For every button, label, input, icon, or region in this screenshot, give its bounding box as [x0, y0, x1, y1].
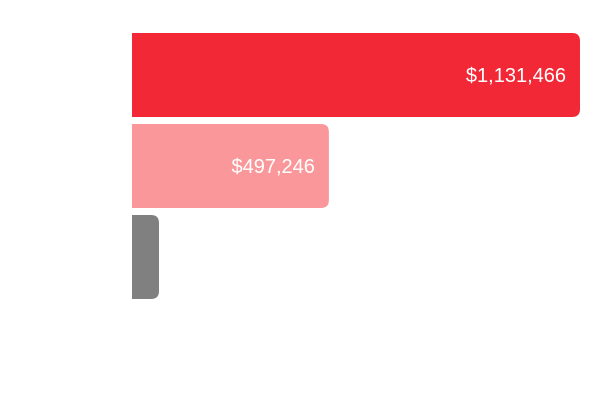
bar-3 — [132, 215, 159, 299]
bar-value-label-1: $1,131,466 — [466, 65, 566, 87]
bar-2 — [132, 124, 329, 208]
bar-value-label-2: $497,246 — [231, 156, 314, 178]
bar-1 — [132, 33, 580, 117]
bars-group: $1,131,466 $497,246 — [132, 33, 580, 299]
